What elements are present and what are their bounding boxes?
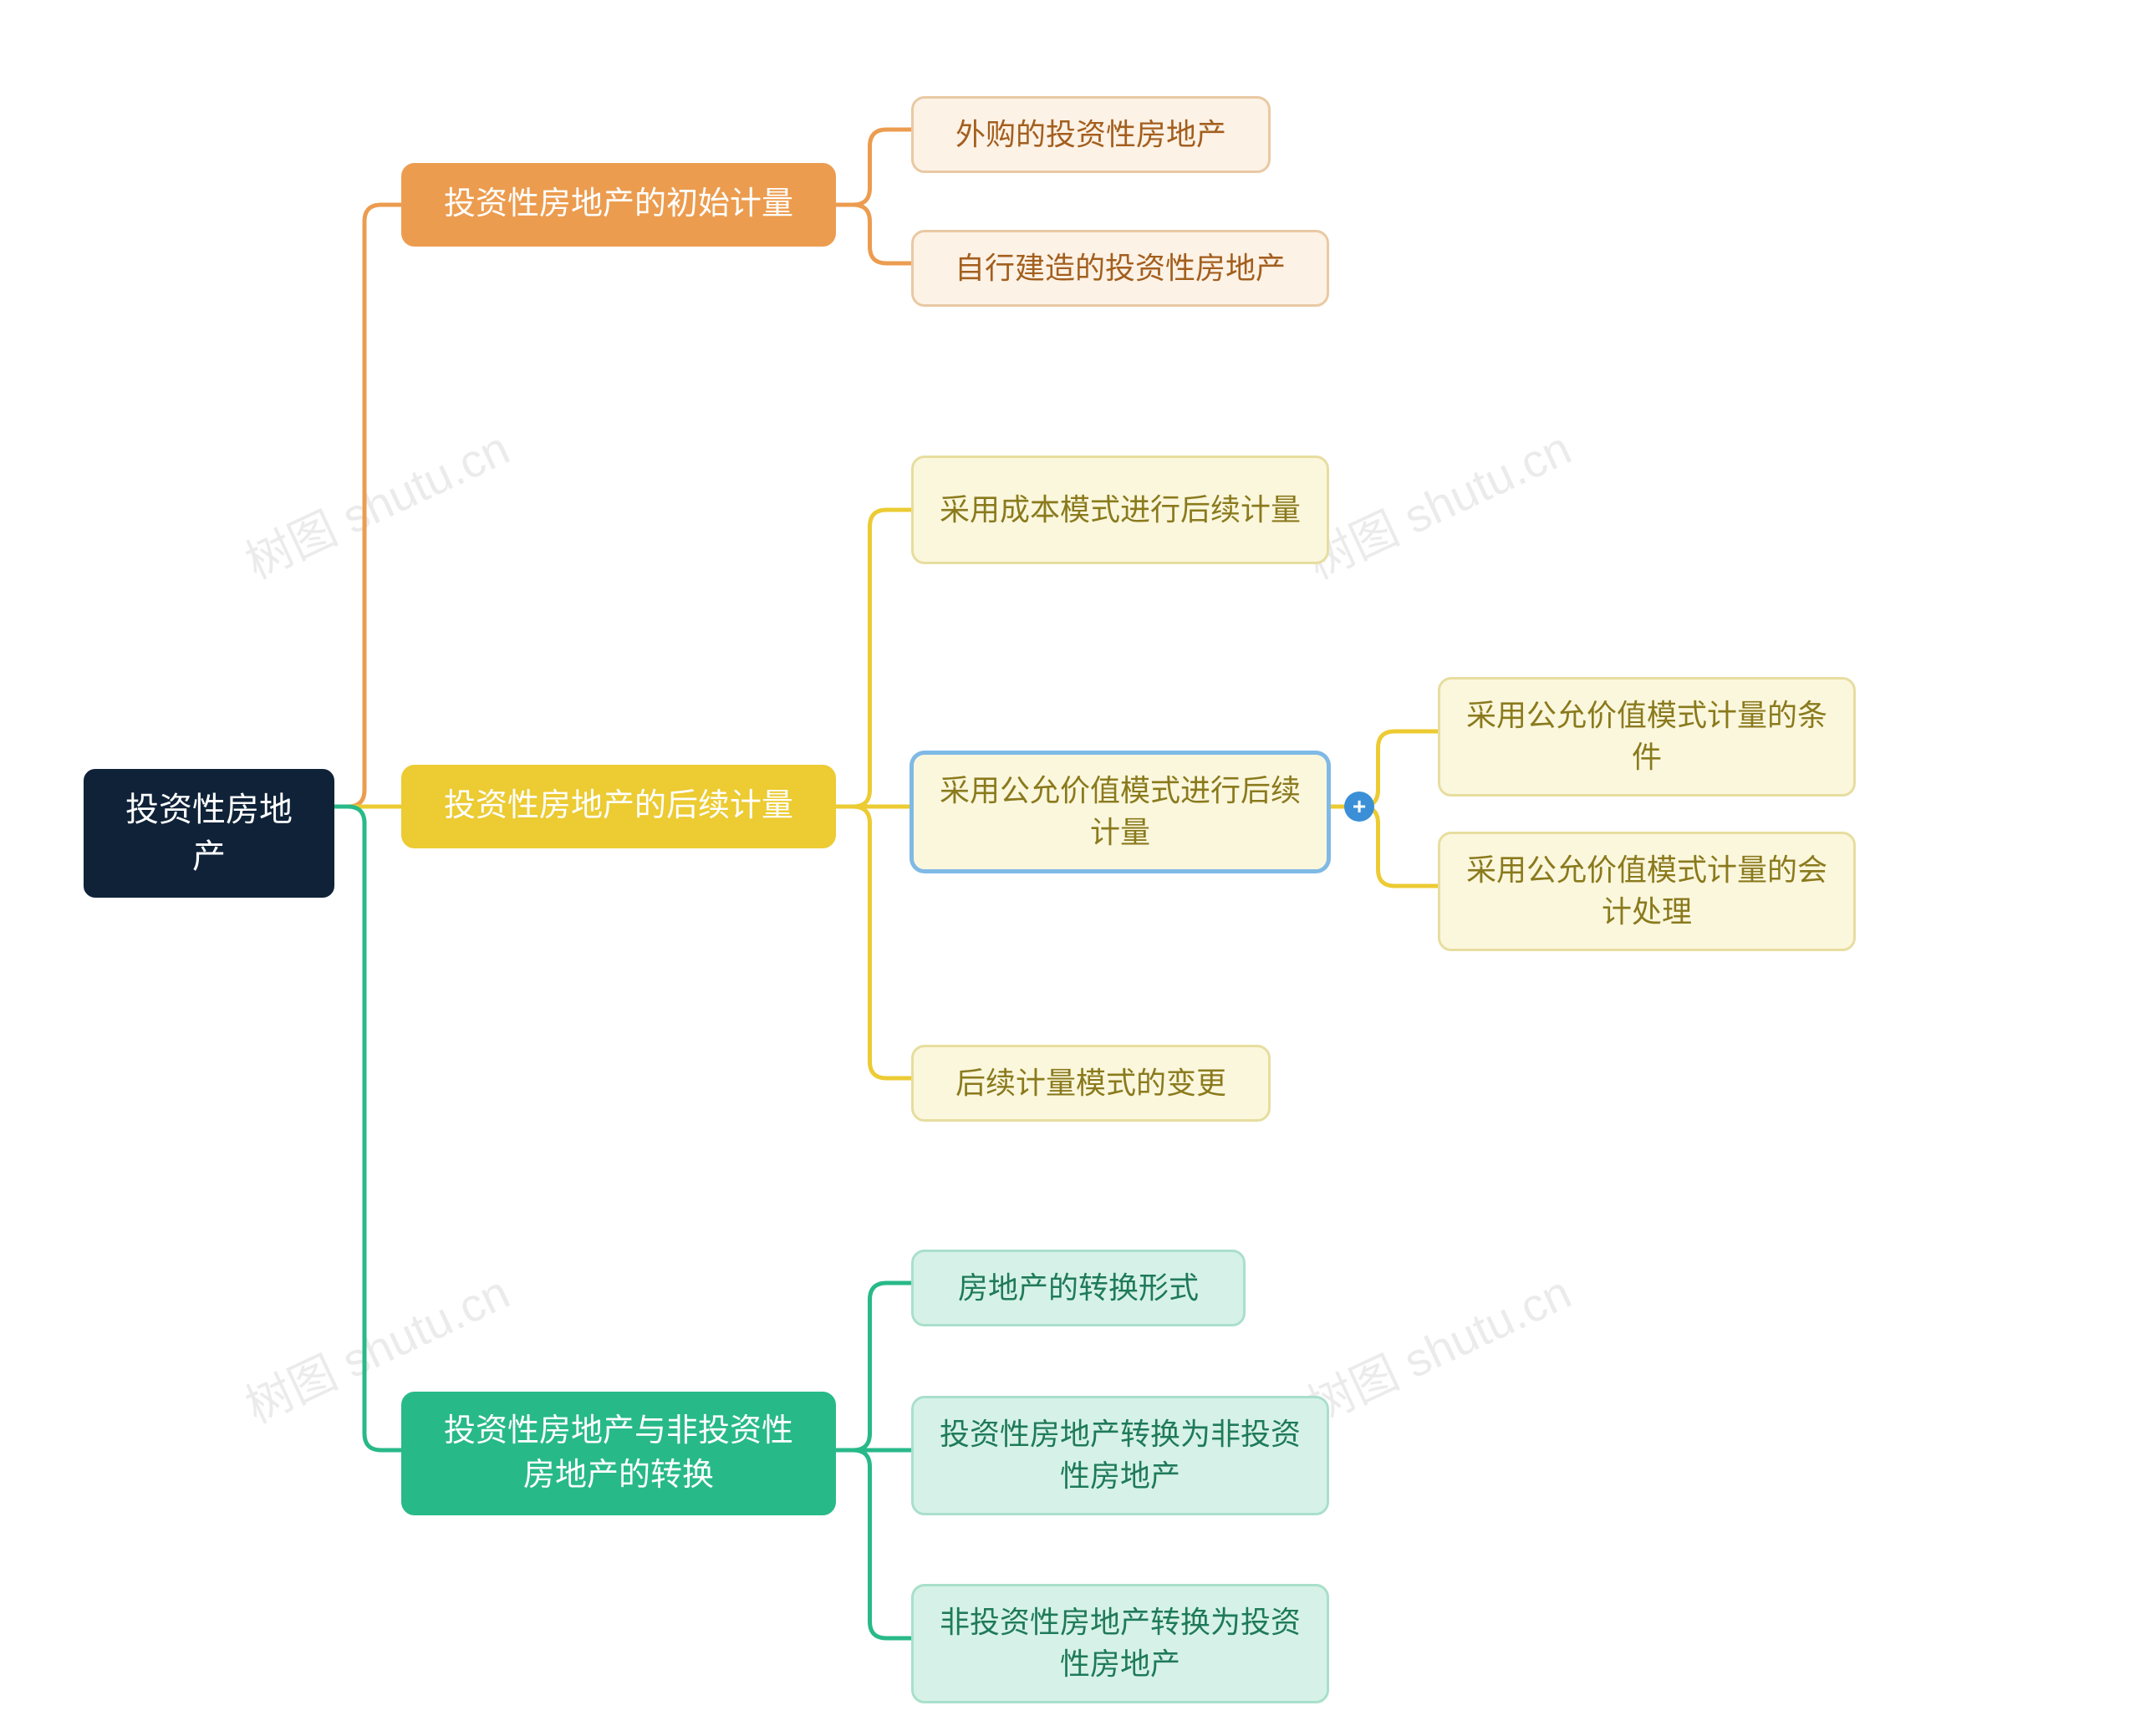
leaf-self-built-property[interactable]: 自行建造的投资性房地产: [911, 230, 1329, 307]
leaf-fair-value-conditions[interactable]: 采用公允价值模式计量的条件: [1438, 677, 1856, 797]
leaf-non-to-investment[interactable]: 非投资性房地产转换为投资性房地产: [911, 1584, 1329, 1703]
watermark-1: 树图 shutu.cn: [233, 411, 519, 593]
root-node[interactable]: 投资性房地产: [84, 769, 334, 898]
leaf-cost-model[interactable]: 采用成本模式进行后续计量: [911, 456, 1329, 564]
watermark-2: 树图 shutu.cn: [1295, 411, 1581, 593]
leaf-purchased-property[interactable]: 外购的投资性房地产: [911, 96, 1271, 173]
leaf-fair-value-accounting[interactable]: 采用公允价值模式计量的会计处理: [1438, 832, 1856, 951]
watermark-4: 树图 shutu.cn: [1295, 1255, 1581, 1437]
leaf-investment-to-non[interactable]: 投资性房地产转换为非投资性房地产: [911, 1396, 1329, 1515]
expand-button[interactable]: +: [1344, 792, 1374, 822]
branch-conversion[interactable]: 投资性房地产与非投资性房地产的转换: [401, 1392, 836, 1515]
branch-subsequent-measurement[interactable]: 投资性房地产的后续计量: [401, 765, 836, 848]
leaf-conversion-forms[interactable]: 房地产的转换形式: [911, 1250, 1246, 1326]
leaf-fair-value-model[interactable]: 采用公允价值模式进行后续计量: [911, 752, 1329, 872]
leaf-model-change[interactable]: 后续计量模式的变更: [911, 1045, 1271, 1122]
branch-initial-measurement[interactable]: 投资性房地产的初始计量: [401, 163, 836, 247]
